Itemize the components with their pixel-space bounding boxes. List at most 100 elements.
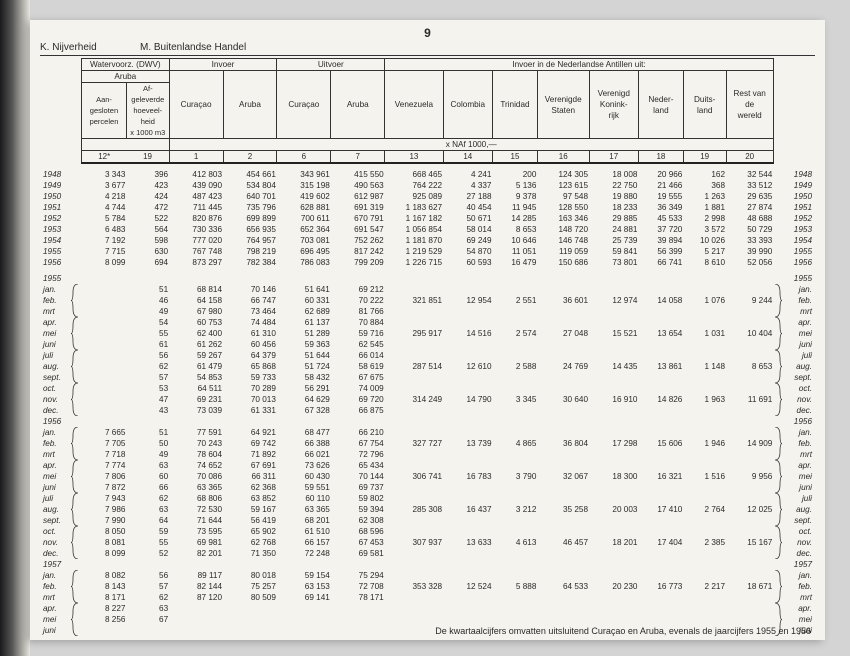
data-cell: 50 — [126, 438, 169, 449]
data-cell — [82, 361, 127, 372]
table-row: 19483 343396412 803454 661343 961415 550… — [40, 169, 815, 180]
data-cell — [683, 405, 726, 416]
data-cell — [385, 526, 443, 537]
data-cell: 60 593 — [443, 257, 492, 268]
data-cell: 817 242 — [331, 246, 385, 257]
data-cell: 487 423 — [169, 191, 223, 202]
data-cell — [169, 614, 223, 625]
data-cell: 18 300 — [589, 471, 638, 482]
data-cell — [537, 603, 589, 614]
data-cell: 19 880 — [589, 191, 638, 202]
data-cell: 767 748 — [169, 246, 223, 257]
data-cell: 7 715 — [82, 246, 127, 257]
data-cell — [589, 592, 638, 603]
data-cell — [726, 383, 773, 394]
data-cell: 55 — [126, 328, 169, 339]
data-cell — [82, 284, 127, 295]
table-row: jan.5168 81470 14651 64169 212jan. — [40, 284, 815, 295]
data-cell: 162 — [683, 169, 726, 180]
data-cell: 52 056 — [726, 257, 773, 268]
data-cell — [493, 592, 538, 603]
colnum-17: 17 — [589, 151, 638, 164]
row-label-right: mrt — [783, 592, 815, 603]
data-cell: 65 868 — [223, 361, 277, 372]
data-cell — [385, 570, 443, 581]
data-cell: 628 881 — [277, 202, 331, 213]
data-cell — [443, 603, 492, 614]
data-cell — [726, 317, 773, 328]
data-cell: 40 454 — [443, 202, 492, 213]
row-label-left: feb. — [40, 295, 71, 306]
table-body: 19483 343396412 803454 661343 961415 550… — [40, 163, 815, 636]
row-label-right: 1950 — [783, 191, 815, 202]
data-cell — [126, 625, 169, 636]
data-cell — [537, 482, 589, 493]
data-cell: 67 453 — [331, 537, 385, 548]
data-cell — [537, 493, 589, 504]
colnum-16: 16 — [537, 151, 589, 164]
data-cell: 72 796 — [331, 449, 385, 460]
page-number: 9 — [40, 26, 815, 40]
row-label-right: jan. — [783, 284, 815, 295]
data-cell — [385, 339, 443, 350]
data-cell — [589, 427, 638, 438]
data-cell — [638, 383, 683, 394]
data-cell: 60 331 — [277, 295, 331, 306]
data-cell — [82, 394, 127, 405]
data-cell — [385, 592, 443, 603]
section-headers: K. Nijverheid M. Buitenlandse Handel — [40, 42, 815, 56]
data-cell: 58 619 — [331, 361, 385, 372]
row-label-left: 1950 — [40, 191, 71, 202]
row-label-left: oct. — [40, 383, 71, 394]
data-cell: 66 157 — [277, 537, 331, 548]
data-cell: 9 378 — [493, 191, 538, 202]
data-cell — [589, 306, 638, 317]
data-cell: 18 008 — [589, 169, 638, 180]
data-cell: 78 604 — [169, 449, 223, 460]
row-label-right: mei — [783, 328, 815, 339]
row-label-right: 1949 — [783, 180, 815, 191]
data-cell: 62 545 — [331, 339, 385, 350]
data-cell: 59 802 — [331, 493, 385, 504]
data-cell: 30 640 — [537, 394, 589, 405]
data-cell — [277, 416, 331, 427]
data-cell: 61 137 — [277, 317, 331, 328]
data-cell — [589, 350, 638, 361]
data-cell: 53 — [126, 383, 169, 394]
data-cell — [82, 306, 127, 317]
data-cell — [443, 383, 492, 394]
data-cell: 1 076 — [683, 295, 726, 306]
row-label-left: mei — [40, 471, 71, 482]
row-label-left: dec. — [40, 548, 71, 559]
data-cell — [638, 614, 683, 625]
data-cell — [443, 493, 492, 504]
data-cell — [589, 614, 638, 625]
brace-left — [71, 559, 81, 570]
data-cell — [169, 559, 223, 570]
data-cell: 1 946 — [683, 438, 726, 449]
row-label-right: aug. — [783, 504, 815, 515]
row-label-left: nov. — [40, 537, 71, 548]
data-cell: 782 384 — [223, 257, 277, 268]
data-cell: 66 — [126, 482, 169, 493]
data-cell — [443, 570, 492, 581]
hdr-uitvoer: Uitvoer — [277, 59, 385, 71]
data-cell — [443, 548, 492, 559]
brace-right — [773, 317, 783, 328]
data-cell — [443, 306, 492, 317]
brace-left — [71, 526, 81, 537]
table-row: apr.5460 75374 48461 13770 884apr. — [40, 317, 815, 328]
data-cell: 61 479 — [169, 361, 223, 372]
data-cell: 1 516 — [683, 471, 726, 482]
data-cell — [726, 306, 773, 317]
data-cell: 777 020 — [169, 235, 223, 246]
data-cell: 56 419 — [223, 515, 277, 526]
data-cell: 56 — [126, 350, 169, 361]
hdr-colombia: Colombia — [443, 71, 492, 139]
data-cell: 72 708 — [331, 581, 385, 592]
data-cell — [589, 416, 638, 427]
hdr-duitsland: Duits-land — [683, 71, 726, 139]
data-cell: 73 626 — [277, 460, 331, 471]
data-cell — [277, 603, 331, 614]
data-cell: 49 — [126, 449, 169, 460]
